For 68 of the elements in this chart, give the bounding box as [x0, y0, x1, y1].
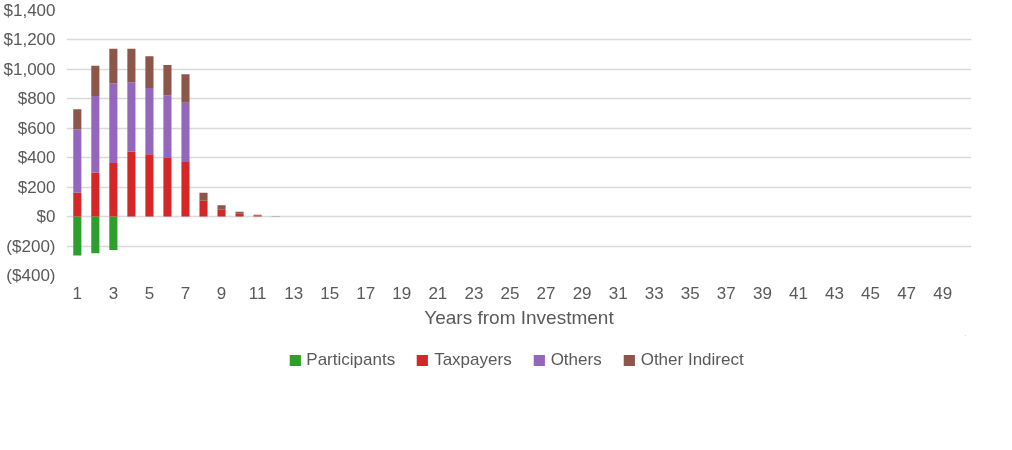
y-tick-label: $800 [17, 89, 56, 109]
bar [127, 48, 136, 83]
x-tick-label: 43 [825, 283, 844, 303]
x-tick-label: 11 [248, 283, 267, 303]
y-tick-label: $200 [17, 177, 56, 197]
y-tick-label: $1,400 [3, 1, 56, 20]
y-tick-label: $400 [17, 148, 56, 168]
bar [181, 161, 190, 217]
x-tick-label: 15 [320, 283, 340, 303]
legend-label: Taxpayers [434, 350, 512, 370]
x-axis-title: Years from Investment [424, 306, 615, 328]
bar [91, 172, 100, 217]
x-tick-label: 33 [644, 283, 664, 303]
y-tick-label: ($400) [6, 266, 56, 285]
x-tick-label: 25 [500, 283, 520, 303]
bar [127, 82, 136, 152]
x-tick-label: 13 [284, 283, 304, 303]
bar [73, 216, 82, 256]
legend-label: Other Indirect [640, 350, 744, 370]
bar [91, 65, 100, 96]
bar [163, 158, 172, 217]
x-tick-label: 31 [608, 283, 628, 303]
y-tick-label: $0 [36, 207, 56, 227]
bar [145, 88, 154, 155]
bar [109, 48, 118, 84]
legend-label: Others [550, 350, 602, 370]
y-tick-label: ($200) [6, 236, 56, 256]
bar [109, 216, 118, 251]
x-tick-label: 49 [933, 283, 953, 303]
bar [91, 95, 100, 173]
y-tick-label: $1,000 [3, 59, 56, 79]
bar [199, 192, 208, 201]
y-tick-label: $1,200 [3, 30, 56, 50]
x-tick-label: 23 [464, 283, 484, 303]
bar [181, 74, 190, 103]
y-tick-label: $600 [17, 118, 56, 138]
bar [109, 163, 118, 217]
bar [163, 65, 172, 96]
bar [145, 56, 154, 89]
bar [145, 154, 154, 217]
bar [73, 192, 82, 217]
legend-label: Participants [306, 350, 396, 370]
bar [91, 216, 100, 254]
x-tick-label: 7 [180, 283, 191, 303]
x-tick-label: 35 [680, 283, 700, 303]
x-tick-label: 3 [108, 283, 119, 303]
x-tick-label: 9 [216, 283, 227, 303]
x-tick-label: 29 [572, 283, 592, 303]
x-tick-label: 5 [144, 283, 155, 303]
x-tick-label: 37 [716, 283, 736, 303]
bar [217, 205, 226, 210]
x-tick-label: 17 [356, 283, 376, 303]
x-tick-label: 21 [428, 283, 448, 303]
x-tick-label: 19 [392, 283, 412, 303]
x-tick-label: 27 [536, 283, 556, 303]
bar [109, 83, 118, 164]
bar [217, 209, 226, 217]
bar [199, 200, 208, 217]
bar [181, 102, 190, 162]
bar [163, 95, 172, 159]
x-tick-label: 1 [72, 283, 83, 303]
x-tick-label: 45 [861, 283, 881, 303]
bar [73, 129, 82, 193]
bar [73, 109, 82, 130]
x-tick-label: 39 [752, 283, 772, 303]
x-tick-label: 47 [897, 283, 917, 303]
bar [127, 151, 136, 217]
x-tick-label: 41 [788, 283, 808, 303]
